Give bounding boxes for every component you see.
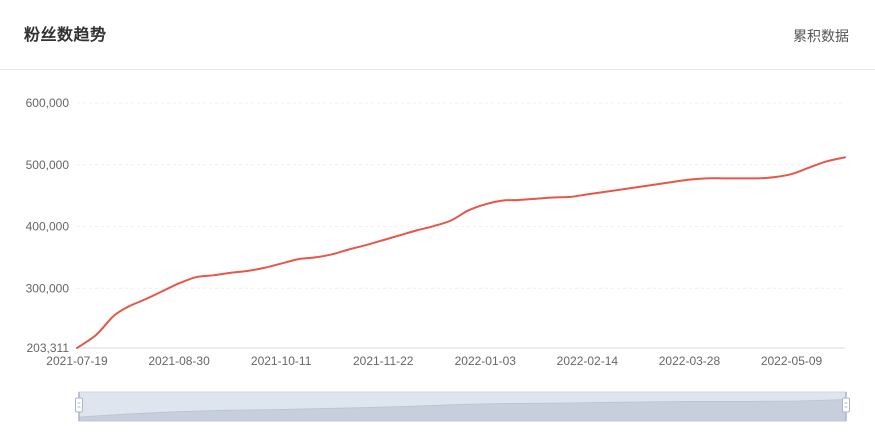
slider-preview-area — [78, 399, 847, 422]
y-tick-label: 600,000 — [26, 96, 70, 110]
grid-lines — [77, 102, 845, 349]
slider-end-handle[interactable] — [842, 397, 850, 413]
fans-series-line — [76, 156, 846, 349]
x-tick-label: 2021-07-19 — [46, 354, 108, 368]
x-tick-label: 2022-01-03 — [455, 354, 517, 368]
x-tick-label: 2022-05-09 — [761, 354, 823, 368]
cumulative-data-toggle[interactable]: 累积数据 — [793, 28, 849, 44]
y-tick-label: 400,000 — [26, 220, 70, 234]
x-tick-label: 2021-11-22 — [353, 354, 414, 368]
y-tick-label: 300,000 — [26, 281, 70, 295]
x-axis-ticks: 2021-07-19 2021-08-30 2021-10-11 2021-11-22… — [46, 354, 822, 368]
y-axis-ticks: 203,311 300,000 400,000 500,000 600,000 — [26, 96, 70, 355]
x-tick-label: 2022-02-14 — [557, 354, 619, 368]
y-tick-label: 203,311 — [27, 341, 70, 355]
card-header: 粉丝数趋势 累积数据 — [0, 0, 875, 70]
series-layer — [76, 156, 846, 349]
x-tick-label: 2021-10-11 — [251, 354, 312, 368]
x-tick-label: 2021-08-30 — [148, 354, 210, 368]
chart-title: 粉丝数趋势 — [24, 27, 107, 44]
data-zoom-slider[interactable] — [75, 391, 850, 422]
slider-start-handle[interactable] — [75, 397, 83, 413]
y-tick-label: 500,000 — [26, 158, 70, 172]
x-tick-label: 2022-03-28 — [659, 354, 721, 368]
